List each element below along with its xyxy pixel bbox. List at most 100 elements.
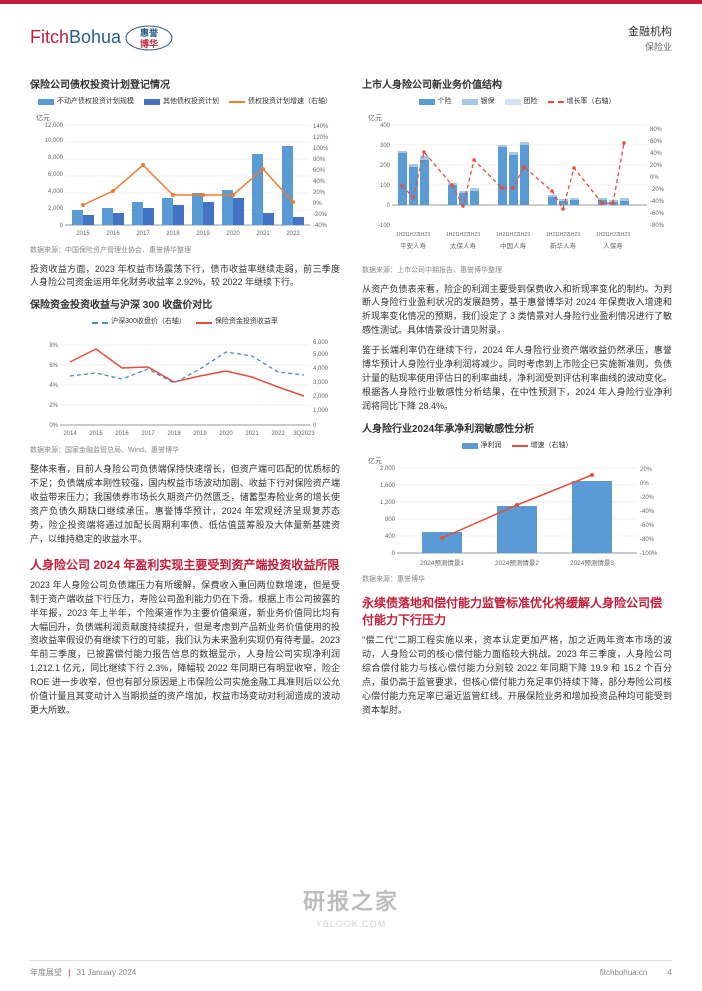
svg-text:2019: 2019 (196, 231, 210, 237)
svg-text:120%: 120% (313, 135, 329, 141)
legend-label: 银保 (481, 97, 495, 108)
footer-date: 31 January 2024 (77, 968, 137, 977)
svg-text:新华人寿: 新华人寿 (550, 241, 577, 250)
chart2-title: 保险资金投资收益与沪深 300 收盘价对比 (30, 298, 340, 313)
legend-label: 个险 (438, 97, 452, 108)
svg-text:-100%: -100% (640, 551, 658, 557)
legend-label: 保险资金投资收益率 (215, 317, 278, 328)
svg-text:200: 200 (380, 163, 391, 169)
svg-text:8%: 8% (49, 343, 58, 349)
svg-text:-40%: -40% (640, 509, 655, 515)
svg-text:140%: 140% (313, 124, 329, 130)
svg-text:2014: 2014 (63, 431, 77, 437)
legend-label: 债权投资计划增速（右轴） (248, 97, 332, 108)
svg-text:2015: 2015 (89, 431, 103, 437)
svg-text:2020: 2020 (226, 231, 240, 237)
category-label: 金融机构 (628, 24, 672, 41)
svg-text:6,000: 6,000 (48, 172, 64, 178)
svg-text:60%: 60% (313, 168, 326, 174)
chart2-legend: 沪深300收盘价（右轴） 保险资金投资收益率 (30, 317, 340, 328)
svg-text:2020: 2020 (219, 431, 233, 437)
svg-text:100: 100 (380, 183, 391, 189)
svg-text:1H23: 1H23 (618, 232, 630, 238)
svg-text:2019: 2019 (193, 431, 207, 437)
chart3-source: 数据来源：上市公司中期报告、惠誉博华整理 (362, 266, 672, 277)
svg-text:10,000: 10,000 (45, 138, 64, 144)
svg-text:太保人寿: 太保人寿 (450, 241, 477, 250)
right-para3: "偿二代"二期工程实施以来，资本认定更加严格，加之近两年资本市场的波动，人身险公… (362, 634, 672, 718)
svg-text:-20%: -20% (640, 495, 655, 501)
chart4-source: 数据来源：惠誉博华 (362, 575, 672, 586)
svg-text:0%: 0% (313, 201, 322, 207)
legend-label: 沪深300收盘价（右轴） (111, 317, 186, 328)
svg-text:0: 0 (60, 223, 64, 229)
chart1-legend: 不动产债权投资计划规模 其他债权投资计划 债权投资计划增速（右轴） (30, 97, 340, 108)
svg-text:-100: -100 (378, 223, 391, 229)
svg-text:0%: 0% (640, 481, 649, 487)
svg-text:-40%: -40% (313, 223, 328, 229)
svg-text:1H23: 1H23 (418, 232, 430, 238)
legend-label: 净利润 (481, 441, 502, 452)
svg-text:2024预测情景1: 2024预测情景1 (420, 558, 464, 567)
svg-text:平安人寿: 平安人寿 (400, 241, 427, 250)
svg-text:1H23: 1H23 (518, 232, 530, 238)
footer-left: 年度展望 (30, 968, 62, 977)
watermark-line2: YBLOOK.COM (303, 918, 399, 932)
svg-text:2,000: 2,000 (313, 394, 329, 400)
svg-text:60%: 60% (650, 139, 663, 145)
svg-text:40%: 40% (313, 179, 326, 185)
svg-text:0: 0 (387, 203, 391, 209)
left-para3: 2023 年人身险公司负债端压力有所缓解，保费收入重回两位数增速，但是受制于资产… (30, 579, 340, 718)
chart4-legend: 净利润 增速（右轴） (362, 441, 672, 452)
logo-cn-icon: 惠誉 博华 (125, 25, 173, 51)
legend-label: 其他债权投资计划 (163, 97, 219, 108)
svg-text:2018: 2018 (166, 231, 180, 237)
logo-fitch: Fitch (30, 27, 69, 47)
svg-text:1,000: 1,000 (313, 408, 329, 414)
svg-text:2024预测情景2: 2024预测情景2 (495, 558, 539, 567)
svg-text:人保寿: 人保寿 (603, 241, 623, 250)
svg-text:1H23: 1H23 (568, 232, 580, 238)
page-header: FitchBohua 惠誉 博华 金融机构 保险业 (30, 24, 672, 54)
svg-text:3Q2023: 3Q2023 (293, 431, 315, 437)
svg-text:6%: 6% (49, 363, 58, 369)
svg-text:80%: 80% (650, 127, 663, 133)
right-column: 上市人身险公司新业务价值结构 个险 银保 团险 增长率（右轴） 亿元 -1000… (362, 70, 672, 724)
svg-text:-80%: -80% (650, 223, 665, 229)
footer-site: fitchbohua.cn (600, 968, 648, 977)
chart1-title: 保险公司债权投资计划登记情况 (30, 78, 340, 93)
chart4-title: 人身险行业2024年承净利润敏感性分析 (362, 422, 672, 437)
logo-bohua: Bohua (69, 27, 121, 47)
chart1: 亿元 02,0004,0006,0008,00010,00012,000 -40… (30, 110, 340, 240)
svg-text:2018: 2018 (167, 431, 181, 437)
svg-text:2%: 2% (49, 403, 58, 409)
svg-text:400: 400 (385, 534, 396, 540)
svg-text:-20%: -20% (313, 212, 328, 218)
subcategory-label: 保险业 (628, 41, 672, 55)
legend-label: 增速（右轴） (531, 441, 573, 452)
svg-text:2016: 2016 (106, 231, 120, 237)
svg-text:0%: 0% (49, 423, 58, 429)
svg-text:亿元: 亿元 (368, 456, 382, 465)
svg-text:中国人寿: 中国人寿 (500, 241, 527, 250)
watermark-line1: 研报之家 (303, 885, 399, 918)
chart1-source: 数据来源：中国保险资产管理业协会、惠誉博华整理 (30, 246, 340, 257)
watermark: 研报之家 YBLOOK.COM (303, 885, 399, 932)
svg-text:800: 800 (385, 517, 396, 523)
footer-page: 4 (668, 968, 672, 977)
svg-text:0: 0 (392, 551, 396, 557)
svg-text:1,200: 1,200 (380, 500, 396, 506)
svg-text:20%: 20% (313, 190, 326, 196)
svg-text:100%: 100% (313, 146, 329, 152)
svg-text:亿元: 亿元 (368, 113, 382, 122)
svg-text:4,000: 4,000 (313, 366, 329, 372)
svg-text:6,000: 6,000 (313, 340, 329, 346)
svg-text:20%: 20% (640, 467, 653, 473)
svg-text:80%: 80% (313, 157, 326, 163)
svg-text:40%: 40% (650, 151, 663, 157)
svg-text:2022: 2022 (286, 231, 300, 237)
left-section-title: 人身险公司 2024 年盈利实现主要受到资产端投资收益所限 (30, 557, 340, 573)
svg-text:2016: 2016 (115, 431, 129, 437)
svg-text:2021: 2021 (245, 431, 259, 437)
svg-text:惠誉: 惠誉 (140, 27, 159, 38)
